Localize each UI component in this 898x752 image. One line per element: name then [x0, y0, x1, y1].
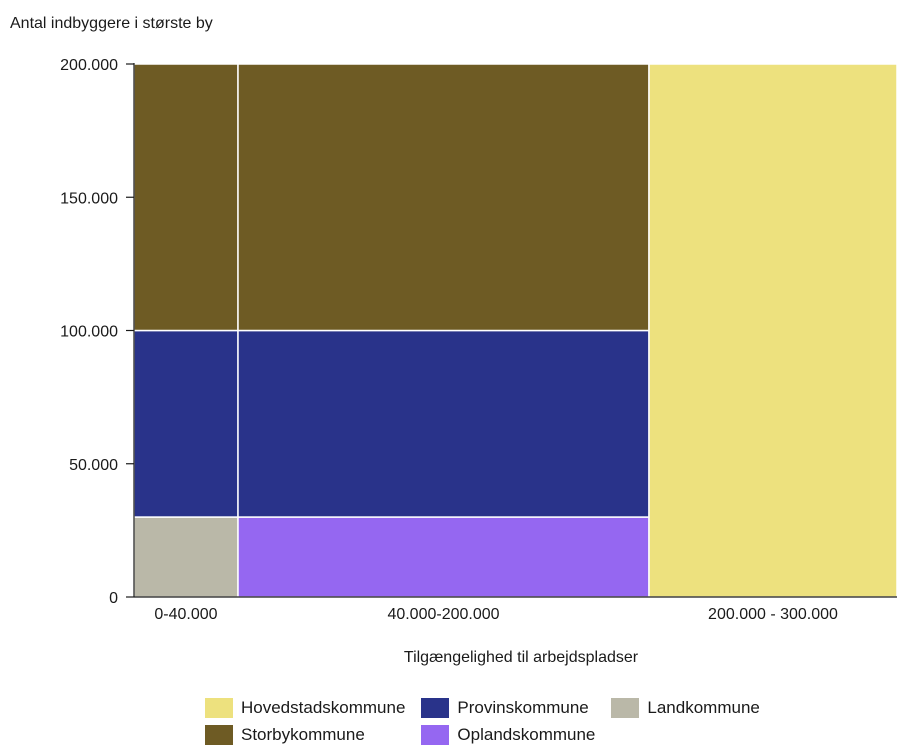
- y-tick-label: 200.000: [60, 57, 118, 74]
- mosaic-cells: [133, 63, 898, 598]
- legend-label: Storbykommune: [241, 725, 365, 744]
- legend-swatch: [421, 698, 450, 718]
- legend-swatch: [205, 725, 233, 745]
- legend-swatch: [421, 725, 450, 745]
- legend-label: Hovedstadskommune: [241, 698, 406, 717]
- cell-40-000-200-000-storbykommune: [237, 63, 650, 332]
- cell-0-40-000-landkommune: [133, 516, 239, 598]
- mosaic-chart: Antal indbyggere i største by 0 50.000 100…: [10, 15, 898, 666]
- cell-0-40-000-provinskommune: [133, 329, 239, 518]
- legend-swatch: [611, 698, 640, 718]
- legend-swatch: [205, 698, 233, 718]
- legend-item-storbykommune: Storbykommune: [205, 725, 405, 745]
- cell-40-000-200-000-oplandskommune: [237, 516, 650, 598]
- y-tick-label: 0: [109, 590, 118, 607]
- y-tick-label: 100.000: [60, 324, 118, 341]
- chart-legend: Hovedstadskommune Provinskommune Landkommu…: [205, 698, 760, 745]
- x-tick-label: 0-40.000: [154, 606, 217, 623]
- x-axis-title: Tilgængelighed til arbejdspladser: [404, 649, 639, 666]
- y-tick-label: 50.000: [69, 457, 118, 474]
- y-axis-title: Antal indbyggere i største by: [10, 15, 213, 32]
- legend-item-provinskommune: Provinskommune: [421, 698, 595, 718]
- x-tick-label: 40.000-200.000: [387, 606, 499, 623]
- legend-item-oplandskommune: Oplandskommune: [421, 725, 595, 745]
- legend-label: Landkommune: [647, 698, 760, 717]
- x-tick-label: 200.000 - 300.000: [708, 606, 838, 623]
- legend-item-hovedstadskommune: Hovedstadskommune: [205, 698, 405, 718]
- y-axis-ticks: 0 50.000 100.000 150.000 200.000: [60, 57, 134, 607]
- cell-200-000-300-000-hovedstadskommune: [648, 63, 898, 598]
- cell-40-000-200-000-provinskommune: [237, 329, 650, 518]
- x-axis-ticks: 0-40.000 40.000-200.000 200.000 - 300.000: [154, 606, 838, 623]
- legend-item-landkommune: Landkommune: [611, 698, 760, 718]
- legend-label: Provinskommune: [457, 698, 589, 717]
- y-tick-label: 150.000: [60, 190, 118, 207]
- cell-0-40-000-storbykommune: [133, 63, 239, 332]
- legend-label: Oplandskommune: [457, 725, 596, 744]
